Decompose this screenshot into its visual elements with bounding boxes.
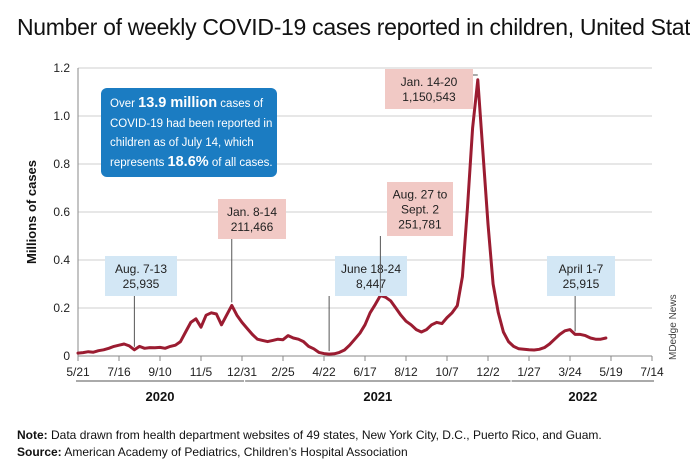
credit: MDedge News bbox=[668, 294, 679, 360]
y-tick-label: 0 bbox=[63, 349, 70, 363]
callout-label: June 18-24 bbox=[341, 262, 401, 276]
year-labels: 2020 2021 2022 bbox=[76, 380, 654, 404]
callout-box bbox=[547, 256, 615, 296]
x-axis: 5/21 7/16 9/10 11/5 12/31 2/25 4/22 6/17 8/12 10/… bbox=[66, 356, 664, 379]
x-tick-label: 1/27 bbox=[517, 365, 541, 379]
x-tick-label: 7/16 bbox=[107, 365, 131, 379]
x-tick-label: 4/22 bbox=[312, 365, 336, 379]
y-tick-label: 0.8 bbox=[53, 157, 70, 171]
x-tick-label: 9/10 bbox=[148, 365, 172, 379]
highlight-line-2: COVID-19 had been reported in bbox=[110, 118, 272, 130]
callout-box bbox=[105, 256, 177, 296]
x-tick-label: 6/17 bbox=[353, 365, 377, 379]
callout-box bbox=[335, 256, 407, 296]
x-tick-label: 2/25 bbox=[271, 365, 295, 379]
callout-label: Jan. 8-14 bbox=[227, 205, 277, 219]
y-tick-label: 1.2 bbox=[53, 61, 70, 75]
x-tick-label: 3/24 bbox=[558, 365, 582, 379]
x-tick-label: 8/12 bbox=[394, 365, 418, 379]
highlight-box: Over 13.9 million cases of COVID-19 had … bbox=[101, 88, 277, 177]
callout-value: 251,781 bbox=[398, 218, 442, 232]
x-tick-label: 12/31 bbox=[227, 365, 257, 379]
callout-label: Jan. 14-20 bbox=[401, 75, 458, 89]
x-tick-label: 11/5 bbox=[190, 365, 213, 379]
y-tick-label: 0.6 bbox=[53, 205, 70, 219]
year-label: 2020 bbox=[146, 389, 175, 404]
x-tick-label: 10/7 bbox=[435, 365, 459, 379]
y-tick-label: 0.2 bbox=[53, 301, 70, 315]
highlight-line-1: Over 13.9 million cases of bbox=[110, 95, 264, 111]
y-tick-label: 0.4 bbox=[53, 253, 70, 267]
callout-label: April 1-7 bbox=[559, 262, 604, 276]
highlight-line-4: represents 18.6% of all cases. bbox=[110, 154, 273, 170]
callout-box bbox=[387, 182, 453, 236]
callout-value: 1,150,543 bbox=[402, 90, 456, 104]
x-tick-label: 5/19 bbox=[599, 365, 623, 379]
highlight-line-3: children as of July 14, which bbox=[110, 137, 254, 149]
x-tick-label: 7/14 bbox=[640, 365, 664, 379]
year-label: 2022 bbox=[568, 389, 597, 404]
series-line-weekly-cases bbox=[76, 78, 608, 356]
x-tick-label: 12/2 bbox=[476, 365, 500, 379]
callout-value: 25,915 bbox=[563, 277, 600, 291]
footnote: Note: Data drawn from health department … bbox=[17, 428, 602, 442]
callout-box bbox=[385, 69, 473, 109]
y-axis-label: Millions of cases bbox=[24, 160, 39, 264]
chart-title: Number of weekly COVID-19 cases reported… bbox=[17, 14, 690, 40]
callout-value: 8,447 bbox=[356, 277, 386, 291]
callout-value: 25,935 bbox=[123, 277, 160, 291]
x-tick-label: 5/21 bbox=[66, 365, 90, 379]
callout-box bbox=[218, 199, 286, 239]
year-label: 2021 bbox=[363, 389, 392, 404]
callout-label: Sept. 2 bbox=[401, 203, 439, 217]
callout-value: 211,466 bbox=[231, 220, 274, 234]
callout-label: Aug. 27 to bbox=[393, 188, 448, 202]
callout-label: Aug. 7-13 bbox=[115, 262, 167, 276]
source: Source: American Academy of Pediatrics, … bbox=[17, 445, 408, 459]
y-tick-label: 1.0 bbox=[53, 109, 70, 123]
